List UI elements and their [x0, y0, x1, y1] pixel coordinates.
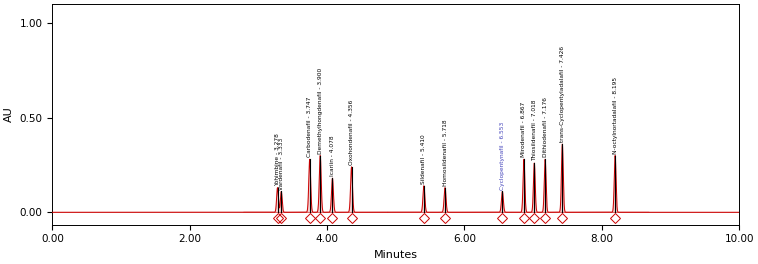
Text: Homosildenafil - 5.718: Homosildenafil - 5.718: [443, 119, 447, 186]
Text: Sildenafil - 5.410: Sildenafil - 5.410: [421, 134, 427, 184]
Text: Cyclopentynafil - 6.553: Cyclopentynafil - 6.553: [500, 121, 505, 190]
Y-axis label: AU: AU: [4, 106, 14, 122]
Text: Icariin - 4.078: Icariin - 4.078: [330, 136, 335, 176]
Text: trans-Cyclopentyladalafil - 7.426: trans-Cyclopentyladalafil - 7.426: [560, 46, 565, 142]
Text: N-octylnortadalafil - 8.195: N-octylnortadalafil - 8.195: [612, 77, 618, 154]
Text: Vardenafil - 3.333: Vardenafil - 3.333: [279, 137, 283, 190]
Text: Carbodenafil - 3.747: Carbodenafil - 3.747: [307, 97, 312, 157]
Text: Thiosildenafil - 7.018: Thiosildenafil - 7.018: [532, 100, 537, 161]
Text: Oxohondenafil - 4.356: Oxohondenafil - 4.356: [349, 100, 354, 165]
Text: Demethylhongdenafil - 3.900: Demethylhongdenafil - 3.900: [318, 67, 323, 154]
Text: Yohimbine - 3.278: Yohimbine - 3.278: [275, 133, 280, 186]
Text: Dithiodenafil - 7.176: Dithiodenafil - 7.176: [543, 97, 548, 157]
X-axis label: Minutes: Minutes: [374, 250, 418, 260]
Text: Mirodenafil - 6.867: Mirodenafil - 6.867: [522, 102, 527, 157]
